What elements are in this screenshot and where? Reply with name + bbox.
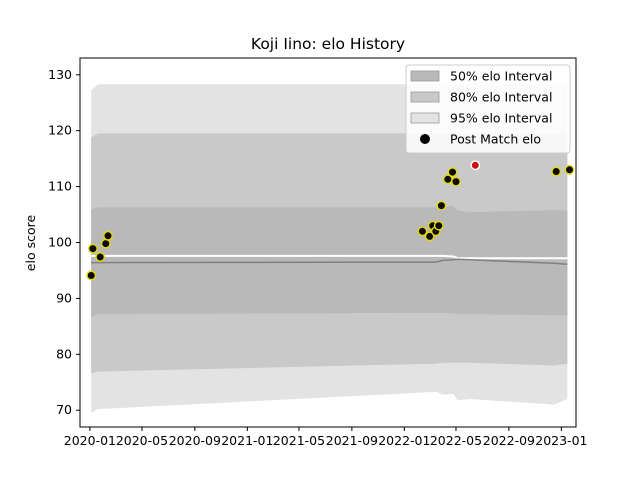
- elo-point: [86, 270, 97, 281]
- legend-label: Post Match elo: [450, 132, 541, 147]
- elo-point: [417, 226, 428, 237]
- x-tick-label: 2020-05: [116, 433, 168, 448]
- y-axis-label: elo score: [23, 215, 38, 272]
- elo-point: [95, 252, 106, 262]
- legend-label: 95% elo Interval: [450, 111, 552, 126]
- elo-point: [551, 166, 562, 177]
- y-tick-label: 120: [48, 123, 72, 138]
- legend-marker: [420, 134, 430, 144]
- x-tick-label: 2021-01: [221, 433, 273, 448]
- y-tick-label: 110: [48, 179, 72, 194]
- elo-point: [451, 176, 461, 187]
- legend-swatch: [410, 112, 440, 124]
- elo-point: [433, 220, 444, 231]
- legend-swatch: [410, 70, 440, 82]
- legend-swatch: [410, 91, 440, 103]
- x-tick-label: 2020-09: [169, 433, 221, 448]
- y-tick-label: 100: [48, 235, 72, 250]
- y-tick-label: 90: [56, 290, 72, 305]
- legend: 50% elo Interval 80% elo Interval 95% elo …: [405, 64, 571, 154]
- elo-point: [436, 200, 447, 211]
- plot-area: [86, 84, 575, 413]
- elo-point: [447, 167, 458, 178]
- y-tick-label: 70: [56, 402, 72, 417]
- elo-point: [564, 164, 575, 175]
- mean-line: [91, 258, 568, 266]
- x-tick-label: 2021-05: [273, 433, 325, 448]
- x-tick-label: 2022-05: [430, 433, 482, 448]
- x-tick-label: 2020-01: [64, 433, 116, 448]
- y-tick-label: 80: [56, 346, 72, 361]
- legend-label: 50% elo Interval: [450, 69, 552, 84]
- x-tick-label: 2022-09: [483, 433, 535, 448]
- legend-label: 80% elo Interval: [450, 90, 552, 105]
- y-tick-label: 130: [48, 67, 72, 82]
- chart-title: Koji Iino: elo History: [251, 35, 405, 53]
- x-tick-label: 2021-09: [326, 433, 378, 448]
- highlighted-elo-point: [470, 160, 481, 171]
- elo-point: [100, 238, 111, 249]
- legend-box: [405, 64, 571, 154]
- elo-point: [88, 243, 98, 254]
- elo-point: [103, 230, 113, 241]
- x-tick-label: 2023-01: [535, 433, 587, 448]
- median-line: [91, 254, 568, 260]
- x-tick-label: 2022-01: [378, 433, 430, 448]
- elo-point: [424, 231, 435, 242]
